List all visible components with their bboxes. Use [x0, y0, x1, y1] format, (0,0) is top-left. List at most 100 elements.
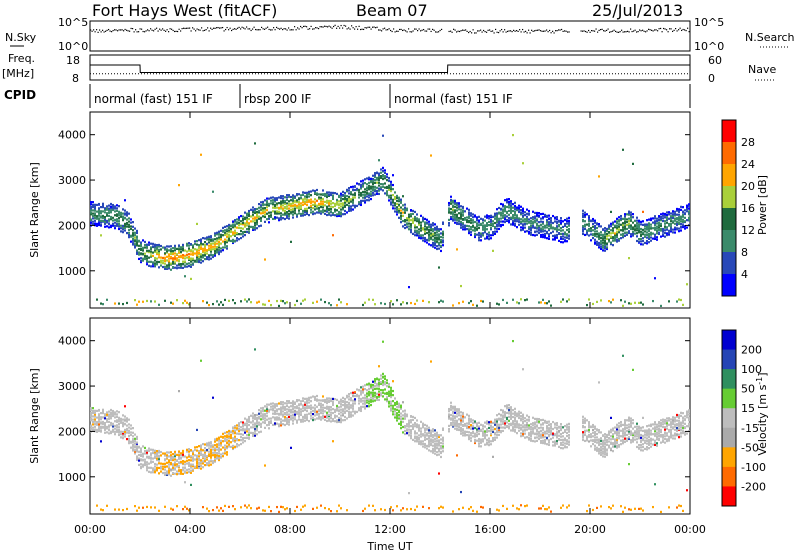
power-cell: [650, 240, 652, 242]
velocity-cell: [354, 398, 356, 400]
power-cell: [470, 212, 472, 214]
power-cell: [520, 212, 522, 214]
power-cell: [596, 227, 598, 229]
power-cell: [326, 202, 328, 204]
power-cell: [302, 204, 304, 206]
power-cell: [650, 232, 652, 234]
power-cell: [316, 200, 318, 202]
power-cell: [188, 242, 190, 244]
power-cell: [642, 243, 644, 245]
power-cell: [138, 301, 140, 303]
power-cell: [312, 189, 314, 191]
velocity-cell: [380, 394, 382, 396]
power-cell: [658, 232, 660, 234]
power-cell: [90, 206, 92, 208]
velocity-cell: [248, 436, 250, 438]
velocity-cell: [118, 434, 120, 436]
nsearch-label: N.Search: [745, 31, 795, 44]
nsky-point: [593, 30, 594, 31]
power-cell: [126, 218, 128, 220]
velocity-cell: [316, 395, 318, 397]
velocity-cell: [336, 510, 338, 512]
power-cell: [502, 220, 504, 222]
velocity-cell: [456, 454, 458, 456]
velocity-cell: [320, 399, 322, 401]
velocity-cell: [294, 418, 296, 420]
velocity-cell: [204, 447, 206, 449]
power-cell: [420, 237, 422, 239]
velocity-cell: [232, 505, 234, 507]
nsky-point: [95, 31, 96, 32]
velocity-cell: [92, 407, 94, 409]
power-cell: [288, 200, 290, 202]
velocity-cell: [252, 415, 254, 417]
velocity-cell: [206, 455, 208, 457]
velocity-cell: [128, 442, 130, 444]
power-ylabel: Slant Range [km]: [28, 162, 41, 258]
power-cell: [138, 258, 140, 260]
power-cell: [680, 223, 682, 225]
velocity-cell: [276, 413, 278, 415]
power-cell: [646, 242, 648, 244]
velocity-cell: [232, 432, 234, 434]
power-cell: [396, 200, 398, 202]
power-cell: [584, 234, 586, 236]
velocity-cell: [208, 464, 210, 466]
power-cell: [374, 182, 376, 184]
velocity-cell: [362, 386, 364, 388]
power-cell: [650, 224, 652, 226]
power-cell: [184, 255, 186, 257]
power-cell: [152, 243, 154, 245]
power-cell: [596, 233, 598, 235]
velocity-cell: [148, 450, 150, 452]
power-cell: [390, 201, 392, 203]
velocity-cell: [220, 456, 222, 458]
power-cell: [256, 211, 258, 213]
velocity-cell: [456, 415, 458, 417]
velocity-cell: [452, 424, 454, 426]
power-cell: [502, 224, 504, 226]
power-cell: [688, 208, 690, 210]
power-cell: [540, 227, 542, 229]
velocity-cell: [432, 434, 434, 436]
power-cell: [622, 222, 624, 224]
velocity-cell: [350, 404, 352, 406]
power-cell: [674, 220, 676, 222]
power-cell: [308, 199, 310, 201]
velocity-cell: [292, 408, 294, 410]
nsky-point: [561, 29, 562, 30]
power-cell: [386, 186, 388, 188]
velocity-cell: [196, 429, 198, 431]
nsky-point: [647, 30, 648, 31]
nsky-point: [548, 31, 549, 32]
velocity-cell: [122, 434, 124, 436]
power-cell: [430, 236, 432, 238]
power-cell: [282, 204, 284, 206]
velocity-cell: [360, 386, 362, 388]
velocity-cell: [106, 505, 108, 507]
power-cell: [268, 203, 270, 205]
power-cell: [498, 218, 500, 220]
power-cell: [528, 226, 530, 228]
power-cell: [682, 214, 684, 216]
power-cell: [264, 304, 266, 306]
power-cell: [332, 196, 334, 198]
power-cell: [188, 265, 190, 267]
velocity-cell: [224, 505, 226, 507]
power-cell: [164, 246, 166, 248]
velocity-cell: [208, 460, 210, 462]
power-cell: [338, 213, 340, 215]
velocity-cell: [142, 455, 144, 457]
velocity-cell: [454, 412, 456, 414]
power-cell: [524, 220, 526, 222]
velocity-cell: [374, 378, 376, 380]
power-cell: [600, 299, 602, 301]
power-cell: [290, 211, 292, 213]
velocity-cell: [226, 434, 228, 436]
velocity-cell: [452, 422, 454, 424]
nsky-point: [311, 26, 312, 27]
power-cell: [124, 223, 126, 225]
power-cell: [394, 210, 396, 212]
power-cell: [114, 207, 116, 209]
velocity-cell: [114, 413, 116, 415]
